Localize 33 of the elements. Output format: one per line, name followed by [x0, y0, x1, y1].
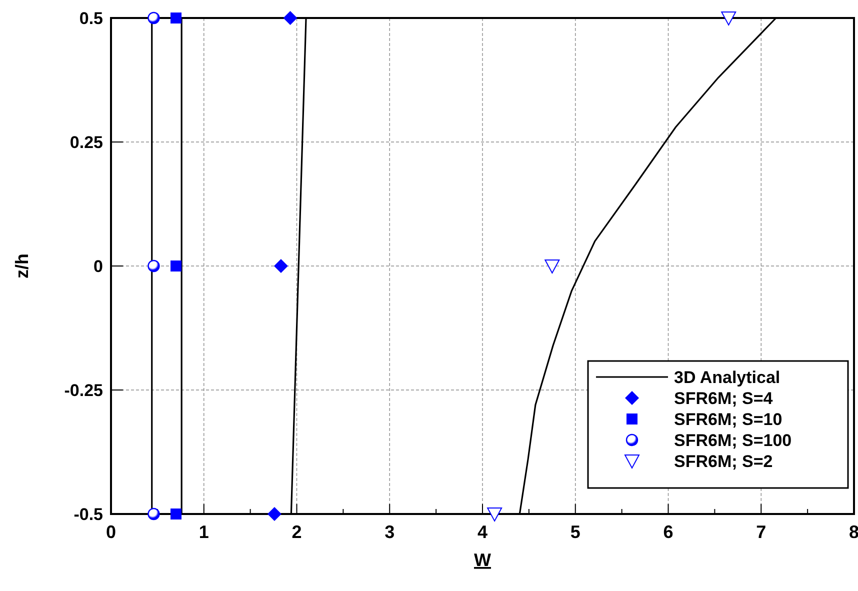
x-tick-label: 7: [756, 522, 766, 542]
point: [283, 11, 298, 25]
legend-label: 3D Analytical: [674, 368, 780, 387]
point: [148, 260, 160, 272]
x-tick-label: 3: [384, 522, 395, 542]
legend-label: SFR6M; S=10: [674, 410, 782, 429]
x-tick-label: 5: [570, 522, 580, 542]
point: [487, 508, 502, 522]
x-axis-title: W: [474, 550, 491, 570]
x-tick-label: 2: [292, 522, 302, 542]
y-tick-label: 0.25: [70, 133, 103, 152]
point: [267, 507, 282, 521]
point: [170, 508, 182, 520]
legend-label: SFR6M; S=2: [674, 452, 773, 471]
point: [721, 12, 736, 26]
legend-label: SFR6M; S=4: [674, 389, 774, 408]
x-tick-label: 1: [198, 522, 209, 542]
x-tick-label: 4: [477, 522, 488, 542]
x-tick-label: 8: [848, 522, 858, 542]
point: [148, 12, 160, 24]
point: [148, 508, 160, 520]
point: [274, 259, 288, 273]
x-tick-label: 0: [106, 522, 116, 542]
x-tick-label: 6: [663, 522, 674, 542]
point: [170, 12, 182, 24]
point: [170, 260, 182, 272]
y-axis-title: z/h: [12, 254, 32, 278]
y-tick-label: 0: [94, 257, 103, 276]
y-tick-label: -0.25: [64, 381, 103, 400]
legend-label: SFR6M; S=100: [674, 431, 792, 450]
y-tick-label: 0.5: [79, 9, 103, 28]
y-tick-label: -0.5: [74, 505, 103, 524]
point: [544, 260, 560, 274]
